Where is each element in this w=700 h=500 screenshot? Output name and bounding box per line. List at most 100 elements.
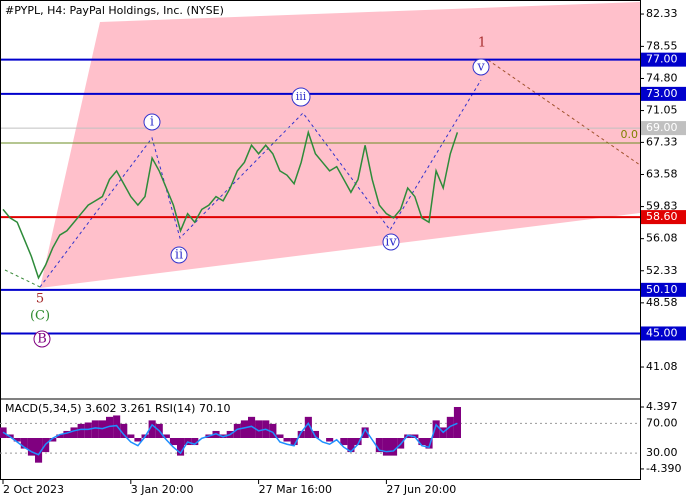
y-tick-label: 52.33 [646, 264, 678, 277]
y-tick-label: 82.33 [646, 7, 678, 20]
level-label: 69.00 [646, 121, 678, 134]
macd-bar [390, 437, 398, 456]
macd-bar [70, 427, 78, 438]
macd-bar [269, 423, 277, 438]
wave-label: (C) [30, 309, 50, 324]
level-label: 45.00 [646, 326, 678, 339]
y-tick-label: 71.05 [646, 104, 678, 117]
y-tick-label: 78.55 [646, 39, 678, 52]
macd-bar [354, 437, 362, 446]
y-tick-label: -4.390 [646, 462, 681, 475]
macd-bar [13, 437, 21, 442]
x-tick-label: 27 Mar 16:00 [259, 483, 332, 496]
macd-bar [361, 427, 369, 438]
x-tick-label: 2 Oct 2023 [3, 483, 64, 496]
wave-label: iii [296, 90, 307, 103]
macd-bar [290, 437, 298, 446]
macd-bar [453, 406, 461, 438]
wave-label: v [476, 60, 485, 75]
wave-circle [170, 246, 188, 264]
macd-bar [233, 423, 241, 438]
macd-bar [127, 434, 135, 438]
level-tag [641, 282, 686, 297]
indicator-title: MACD(5,34,5) 3.602 3.261 RSI(14) 70.10 [5, 402, 230, 415]
projection-line [487, 59, 641, 166]
macd-bar [248, 416, 256, 438]
level-label: 77.00 [646, 53, 678, 66]
macd-bar [106, 416, 114, 438]
wave-circle [382, 233, 400, 251]
y-tick-label: 74.80 [646, 71, 678, 84]
macd-bar [425, 437, 433, 449]
wave-circle [143, 113, 161, 131]
wave-label: ii [175, 248, 183, 263]
chart-title: #PYPL, H4: PayPal Holdings, Inc. (NYSE) [5, 4, 224, 17]
wave-label: 5 [36, 292, 44, 307]
y-tick-label: 63.58 [646, 167, 678, 180]
wave-circle [291, 87, 311, 107]
level-label: 73.00 [646, 87, 678, 100]
macd-bar [240, 420, 248, 438]
macd-bar [162, 434, 170, 438]
level-tag [641, 210, 686, 225]
macd-bar [311, 430, 319, 438]
macd-bar [91, 420, 99, 438]
y-tick-label: 67.33 [646, 135, 678, 148]
macd-bar [63, 430, 71, 438]
macd-bar [375, 437, 383, 453]
y-tick-label: 59.83 [646, 200, 678, 213]
macd-bar [304, 416, 312, 438]
macd-bar [297, 430, 305, 438]
macd-bar [276, 434, 284, 438]
wave-circle [472, 58, 490, 76]
level-tag [641, 121, 686, 136]
macd-bar [283, 437, 291, 442]
wave-circle [33, 330, 51, 348]
macd-bar [169, 437, 177, 446]
macd-bar [49, 437, 57, 442]
level-tag [641, 86, 686, 101]
wave-label: iv [385, 235, 397, 250]
macd-bar [35, 437, 43, 463]
y-tick-label: 48.58 [646, 296, 678, 309]
macd-bar [432, 420, 440, 438]
macd-bar [134, 437, 142, 442]
macd-bar [382, 437, 390, 456]
macd-bar [191, 437, 199, 446]
frame [0, 0, 641, 480]
level-label: 50.10 [646, 283, 678, 296]
macd-bar [77, 423, 85, 438]
wave-label: i [150, 115, 154, 130]
macd-bar [446, 416, 454, 438]
macd-bar [255, 420, 263, 438]
macd-bar [27, 437, 35, 456]
wave-line [4, 269, 41, 288]
macd-bar [326, 437, 334, 442]
level-label: 58.60 [646, 210, 678, 223]
x-tick-label: 3 Jan 20:00 [131, 483, 194, 496]
rsi-line [2, 421, 458, 456]
macd-bar [56, 434, 64, 438]
y-tick-label: 4.397 [646, 400, 678, 413]
macd-bar [177, 437, 185, 456]
wave-labels: 1 v iii i ii iv 5 (C) B [30, 36, 490, 348]
y-tick-label: 41.08 [646, 360, 678, 373]
y-tick-label: 56.08 [646, 232, 678, 245]
fib-label: 0.0 [621, 128, 639, 141]
level-tag [641, 52, 686, 67]
y2-tick-label: 30.00 [646, 446, 678, 459]
macd-bar [340, 437, 348, 446]
macd-bar [84, 422, 92, 438]
wave-label: B [37, 332, 47, 347]
y2-tick-label: 70.00 [646, 416, 678, 429]
macd-bar [120, 423, 128, 438]
macd-bar [148, 420, 156, 438]
macd-bar [20, 437, 28, 449]
wave-label: 1 [478, 36, 486, 51]
macd-bar [347, 437, 355, 453]
price-line [2, 129, 459, 280]
macd-bar [418, 437, 426, 446]
level-tag [641, 326, 686, 341]
x-tick-label: 27 Jun 20:00 [386, 483, 456, 496]
